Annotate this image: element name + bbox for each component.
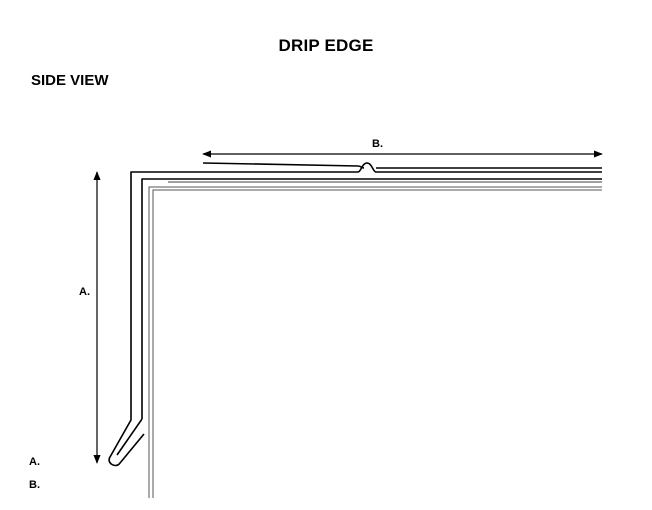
dimension-b: B. xyxy=(202,138,603,158)
fascia-board xyxy=(148,186,602,498)
dimension-b-label: B. xyxy=(372,138,383,150)
dimension-a: A. xyxy=(79,171,101,464)
legend-item-a: A. xyxy=(29,456,40,468)
view-label: SIDE VIEW xyxy=(31,72,109,89)
page-title: DRIP EDGE xyxy=(278,36,374,55)
dimension-a-label: A. xyxy=(79,286,90,298)
drip-edge-profile xyxy=(108,162,602,467)
legend-item-b: B. xyxy=(29,479,40,491)
